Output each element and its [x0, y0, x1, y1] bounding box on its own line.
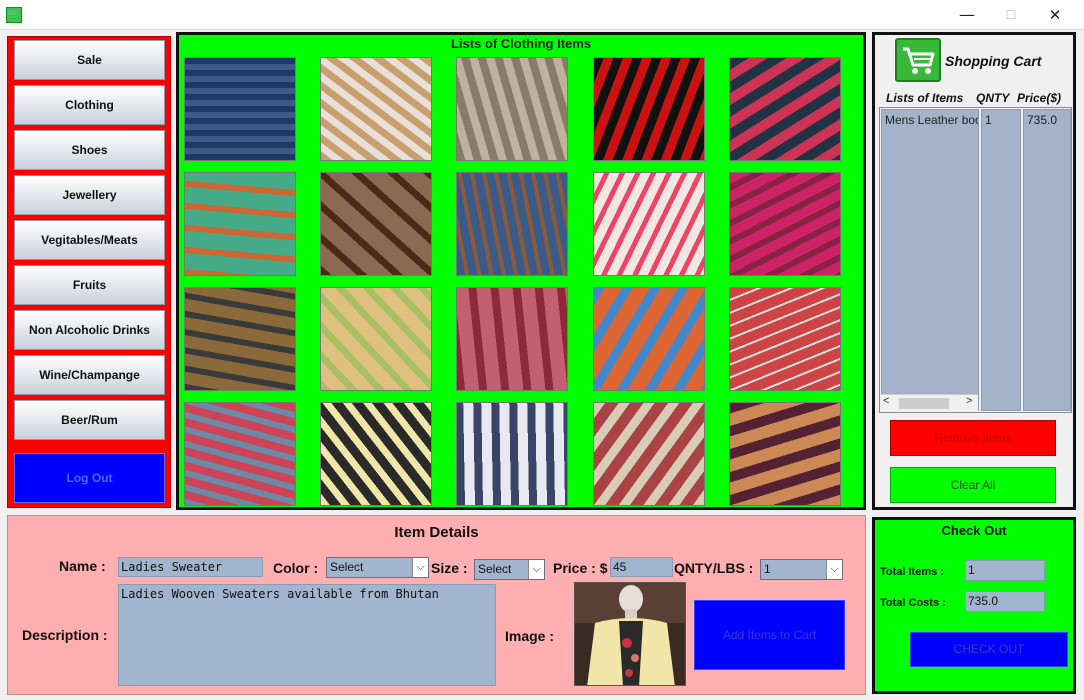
clothing-tile-colorful-ties[interactable] — [729, 57, 841, 161]
color-select[interactable]: Select ⌵ — [326, 557, 429, 578]
cart-item-price[interactable]: 735.0 — [1027, 113, 1058, 127]
clothing-tile-jeans[interactable] — [456, 172, 568, 276]
chevron-down-icon[interactable]: ⌵ — [528, 560, 544, 579]
total-costs-field[interactable]: 735.0 — [965, 591, 1045, 612]
clothing-tile-ladies-cardigan[interactable] — [320, 402, 432, 506]
price-label: Price : $ — [553, 560, 608, 576]
shopping-cart-panel: Shopping Cart Lists of Items QNTY Price(… — [872, 32, 1076, 510]
cart-title: Shopping Cart — [945, 53, 1042, 69]
cart-table: Mens Leather boots 1 735.0 < > — [879, 107, 1072, 413]
clothing-tile-cowboy-hat[interactable] — [320, 57, 432, 161]
clothing-tile-tie-rack[interactable] — [184, 402, 296, 506]
price-field[interactable]: 45 — [610, 557, 673, 577]
image-label: Image : — [505, 628, 555, 644]
cart-app-icon: 🛒 — [6, 7, 22, 23]
title-bar: 🛒 — ☐ ✕ — [0, 0, 1084, 30]
description-label: Description : — [22, 627, 108, 643]
maximize-button[interactable]: ☐ — [1005, 8, 1017, 22]
nav-wine-champange-button[interactable]: Wine/Champange — [14, 355, 165, 395]
total-items-label: Total Items : — [880, 566, 944, 578]
clothing-tile-sweater-shelves[interactable] — [729, 287, 841, 391]
minimize-button[interactable]: — — [959, 5, 975, 24]
clothing-tile-pink-gowns[interactable] — [729, 172, 841, 276]
nav-beer-rum-button[interactable]: Beer/Rum — [14, 400, 165, 440]
nav-non-alcoholic-drinks-button[interactable]: Non Alcoholic Drinks — [14, 310, 165, 350]
nav-clothing-button[interactable]: Clothing — [14, 85, 165, 125]
scroll-left-icon[interactable]: < — [883, 395, 890, 407]
client-area: Sale Clothing Shoes Jewellery Vegitables… — [0, 30, 1084, 700]
cart-horizontal-scrollbar[interactable]: < > — [881, 394, 978, 411]
shopping-cart-icon — [895, 38, 941, 82]
item-image — [574, 582, 686, 686]
clothing-tile-mens-suit[interactable] — [184, 287, 296, 391]
clothing-tile-sun-hats[interactable] — [593, 402, 705, 506]
clothing-tile-folded-ties[interactable] — [593, 287, 705, 391]
cart-items-list[interactable]: Mens Leather boots — [881, 109, 979, 411]
cart-header-price: Price($) — [1017, 91, 1062, 105]
grid-title: Lists of Clothing Items — [450, 36, 592, 51]
clothing-tile-sunglasses[interactable] — [593, 172, 705, 276]
clothing-tile-colorful-dresses[interactable] — [184, 172, 296, 276]
qnty-select-value: 1 — [764, 562, 771, 576]
add-items-to-cart-button[interactable]: Add Items to Cart — [694, 600, 845, 670]
name-field[interactable]: Ladies Sweater — [118, 557, 263, 577]
checkout-title: Check Out — [941, 523, 1007, 538]
category-nav: Sale Clothing Shoes Jewellery Vegitables… — [7, 36, 171, 508]
qnty-label: QNTY/LBS : — [674, 560, 754, 576]
scroll-right-icon[interactable]: > — [966, 395, 973, 407]
cart-header-items: Lists of Items — [886, 91, 964, 105]
item-details-panel: Item Details Name : Ladies Sweater Color… — [7, 515, 866, 695]
clothing-tile-silk-scarves[interactable] — [456, 287, 568, 391]
total-costs-label: Total Costs : — [880, 597, 946, 609]
logout-button[interactable]: Log Out — [14, 453, 165, 503]
color-select-value: Select — [330, 560, 364, 574]
size-select-value: Select — [478, 562, 512, 576]
qnty-select[interactable]: 1 ⌵ — [760, 559, 843, 580]
chevron-down-icon[interactable]: ⌵ — [826, 560, 842, 579]
remove-items-button[interactable]: Remove Items — [890, 420, 1056, 456]
scroll-thumb[interactable] — [899, 398, 949, 409]
name-label: Name : — [59, 558, 106, 574]
clothing-grid: Lists of Clothing Items — [176, 32, 866, 510]
size-label: Size : — [431, 560, 468, 576]
clothing-tile-leather-belt[interactable] — [320, 172, 432, 276]
total-items-field[interactable]: 1 — [965, 560, 1045, 581]
size-select[interactable]: Select ⌵ — [474, 559, 545, 580]
description-textarea[interactable]: Ladies Wooven Sweaters available from Bh… — [118, 584, 496, 686]
close-button[interactable]: ✕ — [1048, 6, 1062, 24]
clear-all-button[interactable]: Clear All — [890, 467, 1056, 503]
nav-jewellery-button[interactable]: Jewellery — [14, 175, 165, 215]
checkout-panel: Check Out Total Items : 1 Total Costs : … — [872, 517, 1076, 694]
item-details-title: Item Details — [394, 524, 479, 541]
nav-shoes-button[interactable]: Shoes — [14, 130, 165, 170]
clothing-tile-striped-sweater[interactable] — [456, 402, 568, 506]
checkout-button[interactable]: CHECK OUT — [910, 632, 1068, 667]
cart-header-qnty: QNTY — [976, 91, 1010, 105]
cart-price-list[interactable]: 735.0 — [1023, 109, 1071, 411]
clothing-tile-pastel-ties[interactable] — [320, 287, 432, 391]
clothing-tile-clothes-rack[interactable] — [729, 402, 841, 506]
cart-item-name[interactable]: Mens Leather boots — [885, 113, 978, 127]
chevron-down-icon[interactable]: ⌵ — [412, 558, 428, 577]
clothing-tile-denim-jacket[interactable] — [184, 57, 296, 161]
cart-item-qnty[interactable]: 1 — [985, 113, 992, 127]
nav-sale-button[interactable]: Sale — [14, 40, 165, 80]
color-label: Color : — [273, 560, 319, 576]
nav-vegitables-meats-button[interactable]: Vegitables/Meats — [14, 220, 165, 260]
nav-fruits-button[interactable]: Fruits — [14, 265, 165, 305]
clothing-tile-striped-fedora[interactable] — [593, 57, 705, 161]
cart-qnty-list[interactable]: 1 — [981, 109, 1021, 411]
clothing-tile-scarves[interactable] — [456, 57, 568, 161]
